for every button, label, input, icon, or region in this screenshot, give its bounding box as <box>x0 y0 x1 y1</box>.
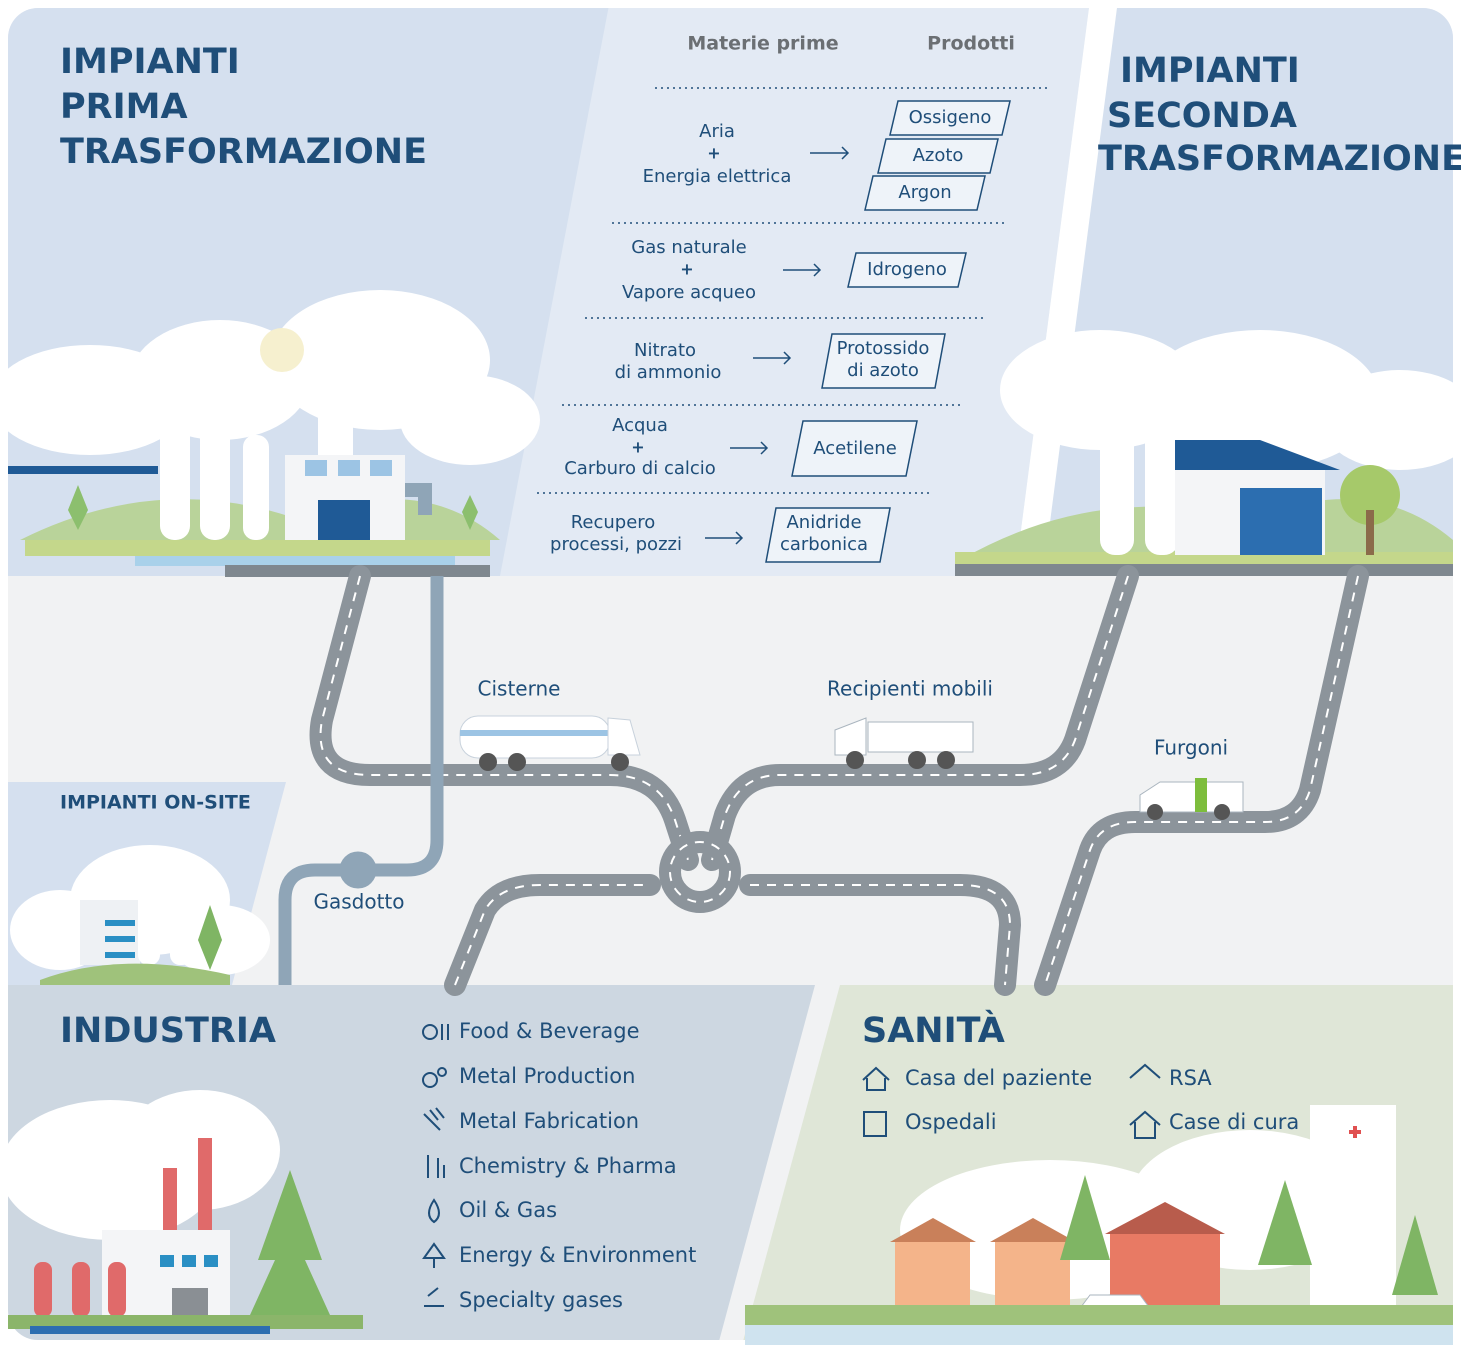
section-title: IMPIANTI <box>1120 51 1300 91</box>
primary-scene <box>0 290 540 577</box>
input: Acqua <box>612 415 668 436</box>
sanita-scene <box>745 1105 1453 1345</box>
column-header: Materie prime <box>687 33 838 55</box>
plus: + <box>631 438 644 457</box>
transport-label: Furgoni <box>1154 736 1228 760</box>
section-title: TRASFORMAZIONE <box>1098 139 1461 179</box>
section-title: INDUSTRIA <box>60 1011 276 1051</box>
input: Gas naturale <box>631 237 747 258</box>
plus: + <box>707 144 720 163</box>
sector: Food & Beverage <box>459 1019 640 1043</box>
input: Carburo di calcio <box>564 458 716 479</box>
section-title: IMPIANTI <box>60 42 240 82</box>
input: Vapore acqueo <box>622 282 756 303</box>
input: Energia elettrica <box>643 166 792 187</box>
product: Acetilene <box>813 438 897 459</box>
sector: Chemistry & Pharma <box>459 1154 677 1178</box>
transport-label: Recipienti mobili <box>827 677 993 701</box>
sector: Metal Production <box>459 1064 635 1088</box>
texts: IMPIANTI PRIMA TRASFORMAZIONE IMPIANTI S… <box>60 33 1461 1313</box>
sector: Oil & Gas <box>459 1198 557 1222</box>
input: processi, pozzi <box>550 534 682 555</box>
product: Ossigeno <box>909 107 992 128</box>
sector: RSA <box>1169 1066 1212 1090</box>
product: Azoto <box>913 145 964 166</box>
industria-scene <box>0 1090 363 1334</box>
section-title: TRASFORMAZIONE <box>60 132 427 172</box>
vehicles <box>459 715 1244 820</box>
sector: Ospedali <box>905 1110 997 1134</box>
section-title: PRIMA <box>60 87 188 127</box>
section-title: SANITÀ <box>862 1009 1005 1051</box>
transport-label: Gasdotto <box>313 890 404 914</box>
section-title: SECONDA <box>1107 96 1297 136</box>
roads <box>309 565 1369 996</box>
column-header: Prodotti <box>927 33 1015 55</box>
onsite-scene <box>10 845 270 985</box>
input: di ammonio <box>615 362 722 383</box>
section-title: IMPIANTI ON-SITE <box>60 792 251 814</box>
input: Aria <box>699 121 735 142</box>
product: carbonica <box>780 534 868 555</box>
icons <box>422 1024 1161 1307</box>
sector: Casa del paziente <box>905 1066 1092 1090</box>
input: Nitrato <box>634 340 696 361</box>
plus: + <box>680 260 693 279</box>
product: Idrogeno <box>867 259 947 280</box>
secondary-scene <box>955 330 1461 576</box>
sector: Energy & Environment <box>459 1243 696 1267</box>
input: Recupero <box>571 512 656 533</box>
product: Protossido <box>837 338 930 359</box>
sector: Case di cura <box>1169 1110 1299 1134</box>
product: Argon <box>898 182 951 203</box>
table-lines <box>537 87 1050 563</box>
pipeline <box>278 576 444 985</box>
product: di azoto <box>847 360 919 381</box>
product: Anidride <box>786 512 861 533</box>
sector: Specialty gases <box>459 1288 623 1312</box>
transport-label: Cisterne <box>478 677 561 701</box>
sector: Metal Fabrication <box>459 1109 639 1133</box>
